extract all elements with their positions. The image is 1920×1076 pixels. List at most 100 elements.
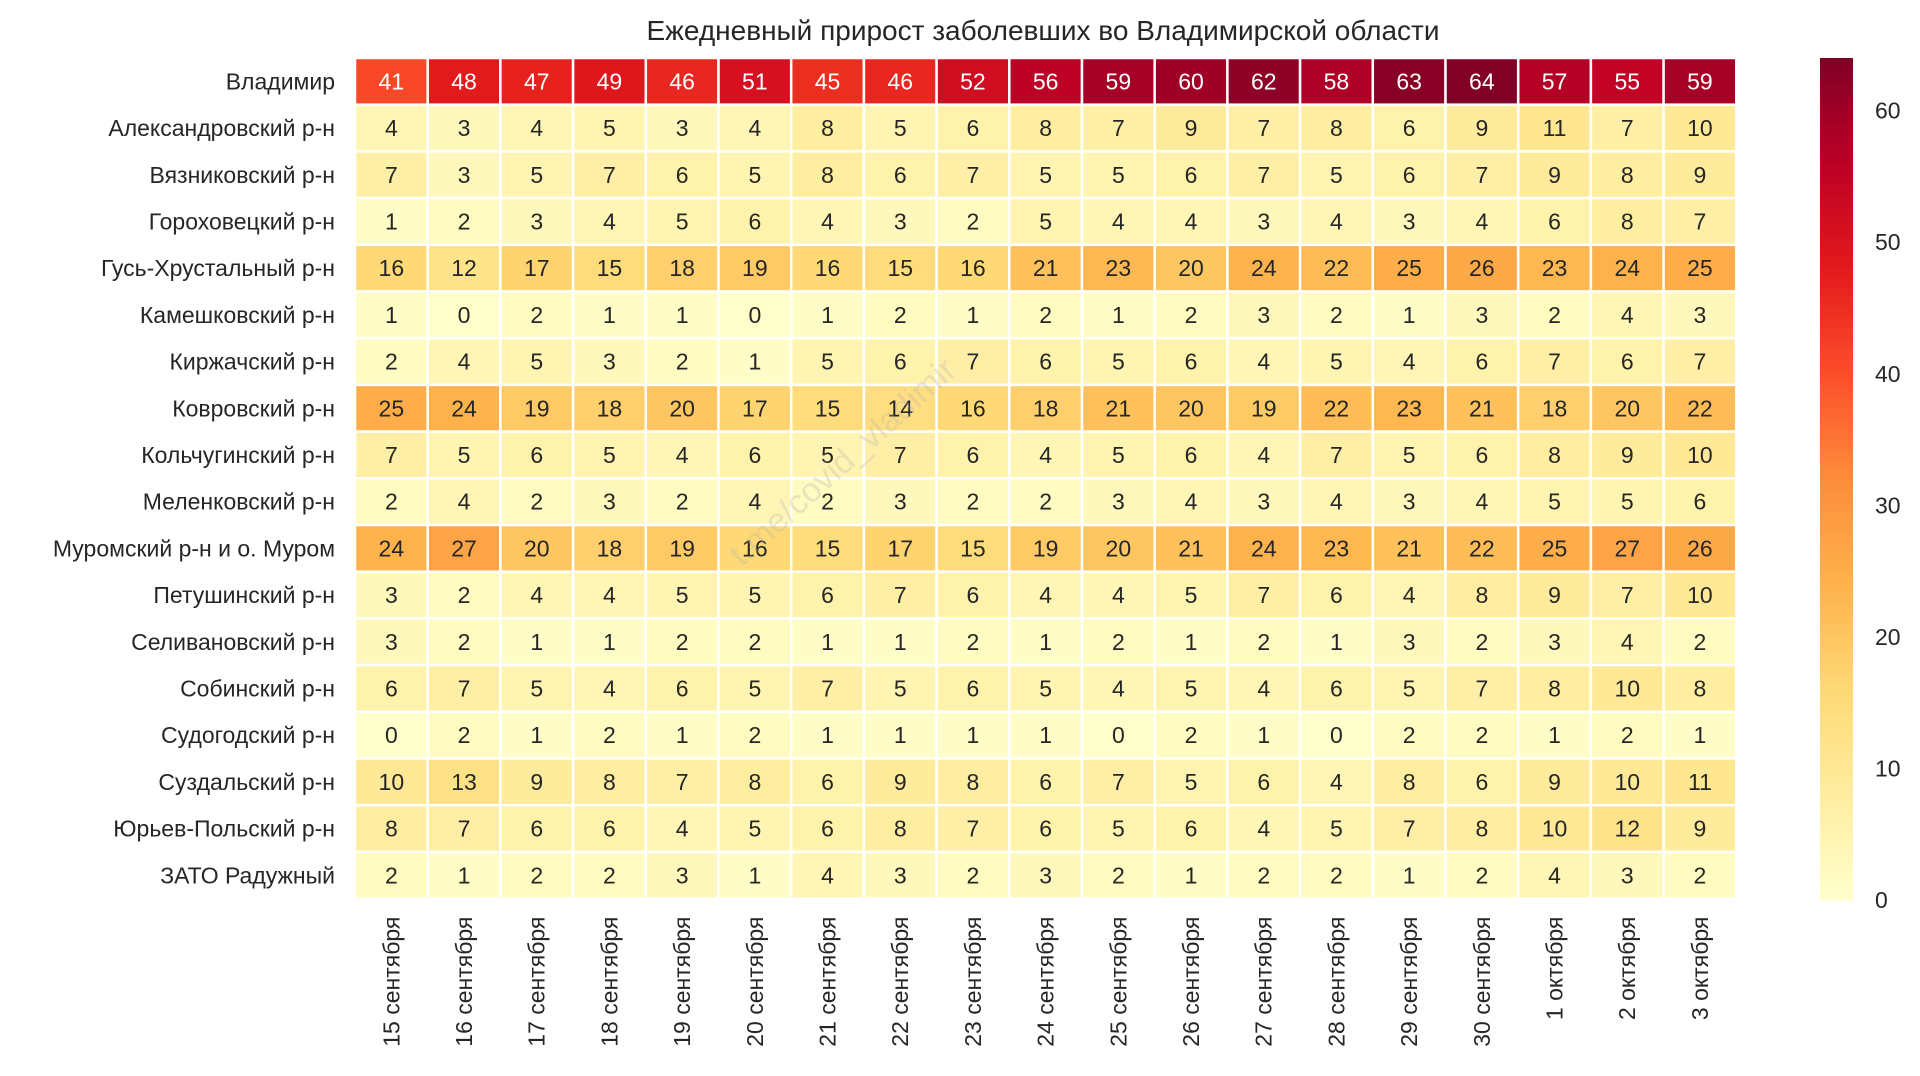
- cell-value-label: 6: [1475, 349, 1488, 375]
- cell-value-label: 4: [1112, 675, 1125, 701]
- cell-value-label: 6: [748, 208, 761, 234]
- cell-value-label: 2: [603, 862, 616, 888]
- cell-value-label: 7: [894, 582, 907, 608]
- heatmap-cell: [1589, 803, 1665, 854]
- cell-value-label: 2: [530, 862, 543, 888]
- heatmap-cell: [1444, 56, 1520, 106]
- heatmap-cell: [1298, 430, 1375, 480]
- colorbar-segment: [1820, 446, 1853, 454]
- cell-value-label: 19: [742, 255, 768, 281]
- colorbar-segment: [1820, 281, 1853, 289]
- colorbar-segment: [1820, 472, 1853, 480]
- cell-value-label: 3: [1403, 489, 1416, 515]
- heatmap-cell: [644, 477, 720, 527]
- heatmap-cell: [1516, 710, 1593, 760]
- cell-value-label: 3: [894, 489, 907, 515]
- cell-value-label: 25: [1687, 255, 1713, 281]
- heatmap-cell: [499, 477, 575, 527]
- colorbar-segment: [1820, 215, 1853, 224]
- cell-value-label: 1: [1330, 629, 1343, 655]
- cell-value-label: 3: [458, 115, 471, 141]
- heatmap-cell: [1226, 150, 1302, 200]
- heatmap-cell: [1008, 103, 1084, 153]
- cell-value-label: 4: [1330, 489, 1343, 515]
- cell-value-label: 3: [676, 115, 689, 141]
- cell-value-label: 6: [1039, 769, 1052, 795]
- colorbar-segment: [1820, 492, 1853, 500]
- colorbar-segment: [1820, 84, 1853, 92]
- cell-value-label: 20: [1178, 395, 1204, 421]
- cell-value-label: 0: [385, 722, 398, 748]
- heatmap-cell: [717, 757, 793, 807]
- cell-value-label: 9: [1548, 162, 1561, 188]
- cell-value-label: 5: [821, 442, 834, 468]
- cell-value-label: 0: [1112, 722, 1125, 748]
- cell-value-label: 4: [1257, 675, 1270, 701]
- heatmap-cell: [1008, 430, 1084, 480]
- chart-title: Ежедневный прирост заболевших во Владими…: [646, 15, 1439, 46]
- colorbar-segment: [1820, 426, 1853, 434]
- heatmap-cell: [789, 290, 866, 340]
- cell-value-label: 0: [458, 302, 471, 328]
- cell-value-label: 1: [1185, 862, 1198, 888]
- cell-value-label: 9: [1548, 769, 1561, 795]
- colorbar-segment: [1820, 603, 1853, 612]
- heatmap-cell: [1080, 710, 1156, 760]
- cell-value-label: 6: [967, 115, 980, 141]
- colorbar-segment: [1820, 630, 1853, 638]
- heatmap-cell: [426, 850, 502, 900]
- colorbar-segment: [1820, 853, 1853, 862]
- heatmap-cell: [1153, 336, 1229, 387]
- cell-value-label: 1: [894, 629, 907, 655]
- heatmap-cell: [789, 523, 866, 573]
- heatmap-cell: [1371, 663, 1447, 714]
- heatmap-cell: [1153, 196, 1229, 247]
- colorbar-tick-label: 20: [1875, 624, 1901, 650]
- heatmap-cell: [935, 663, 1011, 714]
- cell-value-label: 8: [1039, 115, 1052, 141]
- heatmap-cell: [1516, 336, 1593, 387]
- heatmap-cell: [789, 430, 866, 480]
- cell-value-label: 2: [676, 489, 689, 515]
- cell-value-label: 2: [385, 349, 398, 375]
- colorbar-segment: [1820, 340, 1853, 349]
- colorbar-segment: [1820, 255, 1853, 263]
- cell-value-label: 15: [815, 395, 841, 421]
- cell-value-label: 7: [894, 442, 907, 468]
- column-label: 23 сентября: [960, 917, 986, 1047]
- row-label: Юрьев-Польский р-н: [113, 816, 335, 842]
- heatmap-cell: [1371, 383, 1447, 433]
- cell-value-label: 8: [1330, 115, 1343, 141]
- cell-value-label: 1: [676, 722, 689, 748]
- cell-value-label: 5: [1185, 769, 1198, 795]
- cell-value-label: 2: [385, 862, 398, 888]
- cell-value-label: 16: [960, 255, 986, 281]
- heatmap-cell: [1516, 56, 1593, 106]
- cell-value-label: 10: [1614, 769, 1640, 795]
- colorbar-segment: [1820, 347, 1853, 355]
- heatmap-cell: [571, 477, 648, 527]
- cell-value-label: 10: [1687, 442, 1713, 468]
- cell-value-label: 8: [821, 115, 834, 141]
- colorbar-tick-label: 30: [1875, 492, 1901, 518]
- colorbar-segment: [1820, 439, 1853, 447]
- heatmap-cell: [499, 103, 575, 153]
- cell-value-label: 23: [1542, 255, 1568, 281]
- cell-value-label: 3: [1257, 208, 1270, 234]
- cell-value-label: 9: [530, 769, 543, 795]
- heatmap-cell: [1153, 523, 1229, 573]
- colorbar-segment: [1820, 307, 1853, 316]
- heatmap-cell: [1153, 56, 1229, 106]
- cell-value-label: 1: [1185, 629, 1198, 655]
- cell-value-label: 4: [748, 489, 761, 515]
- colorbar-segment: [1820, 689, 1853, 697]
- cell-value-label: 2: [676, 349, 689, 375]
- heatmap-cell: [499, 850, 575, 900]
- colorbar-tick-label: 40: [1875, 361, 1901, 387]
- cell-value-label: 6: [385, 675, 398, 701]
- colorbar-segment: [1820, 334, 1853, 342]
- row-label: Александровский р-н: [108, 115, 335, 141]
- cell-value-label: 4: [603, 208, 616, 234]
- cell-value-label: 5: [748, 675, 761, 701]
- colorbar-segment: [1820, 663, 1853, 671]
